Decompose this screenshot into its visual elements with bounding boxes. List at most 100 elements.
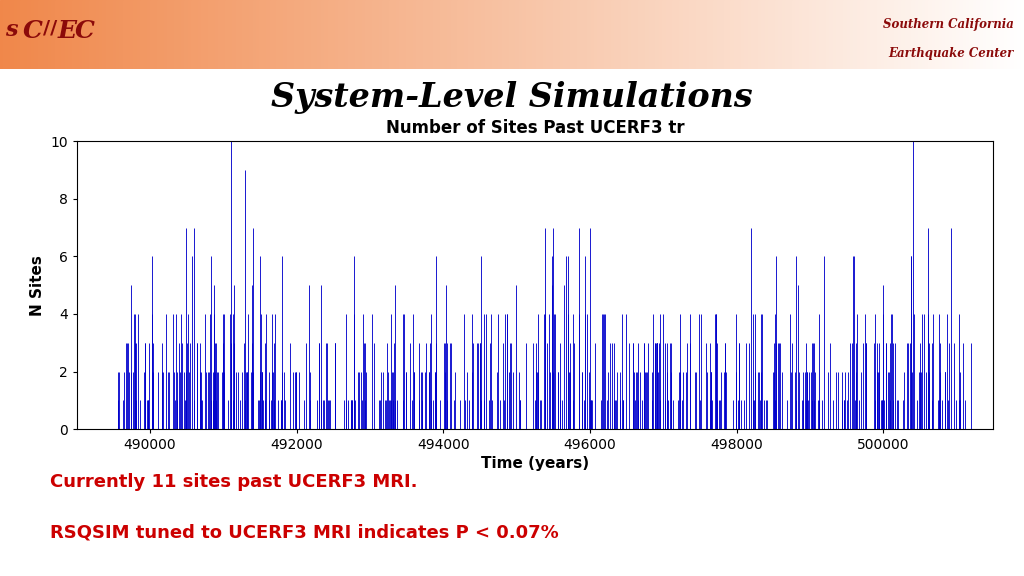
Bar	[335, 0, 339, 69]
Bar	[502, 0, 506, 69]
Bar	[1017, 0, 1022, 69]
Bar	[771, 0, 776, 69]
Title: Number of Sites Past UCERF3 tr: Number of Sites Past UCERF3 tr	[386, 119, 684, 137]
Bar	[751, 0, 756, 69]
Bar	[61, 0, 66, 69]
Bar	[908, 0, 912, 69]
Bar	[355, 0, 359, 69]
Bar	[328, 0, 332, 69]
Bar	[816, 0, 820, 69]
Bar	[410, 0, 414, 69]
Bar	[519, 0, 523, 69]
Bar	[307, 0, 311, 69]
X-axis label: Time (years): Time (years)	[481, 456, 589, 471]
Text: Southern California: Southern California	[883, 18, 1014, 31]
Bar	[878, 0, 882, 69]
Bar	[607, 0, 612, 69]
Bar	[952, 0, 956, 69]
Bar	[587, 0, 592, 69]
Bar	[768, 0, 772, 69]
Bar	[993, 0, 997, 69]
Bar	[372, 0, 377, 69]
Bar	[492, 0, 496, 69]
Bar	[361, 0, 367, 69]
Bar	[683, 0, 687, 69]
Bar	[904, 0, 909, 69]
Bar	[843, 0, 848, 69]
Bar	[935, 0, 940, 69]
Bar	[126, 0, 131, 69]
Bar	[474, 0, 479, 69]
Bar	[140, 0, 144, 69]
Bar	[550, 0, 554, 69]
Bar	[730, 0, 735, 69]
Bar	[669, 0, 674, 69]
Bar	[133, 0, 137, 69]
Bar	[164, 0, 168, 69]
Bar	[440, 0, 444, 69]
Bar	[635, 0, 639, 69]
Bar	[191, 0, 196, 69]
Bar	[625, 0, 629, 69]
Bar	[174, 0, 178, 69]
Bar	[136, 0, 141, 69]
Bar	[802, 0, 807, 69]
Bar	[604, 0, 608, 69]
Bar	[481, 0, 485, 69]
Bar	[658, 0, 664, 69]
Text: RSQSIM tuned to UCERF3 MRI indicates P < 0.07%: RSQSIM tuned to UCERF3 MRI indicates P <…	[50, 523, 559, 541]
Bar	[1011, 0, 1015, 69]
Y-axis label: N Sites: N Sites	[30, 255, 45, 316]
Bar	[325, 0, 329, 69]
Bar	[17, 0, 22, 69]
Bar	[734, 0, 738, 69]
Bar	[686, 0, 690, 69]
Bar	[341, 0, 346, 69]
Bar	[20, 0, 25, 69]
Bar	[310, 0, 315, 69]
Bar	[980, 0, 984, 69]
Bar	[399, 0, 403, 69]
Bar	[246, 0, 250, 69]
Bar	[942, 0, 946, 69]
Bar	[765, 0, 769, 69]
Bar	[443, 0, 449, 69]
Bar	[205, 0, 209, 69]
Bar	[990, 0, 994, 69]
Bar	[239, 0, 244, 69]
Bar	[727, 0, 731, 69]
Bar	[597, 0, 602, 69]
Bar	[949, 0, 953, 69]
Bar	[389, 0, 393, 69]
Bar	[645, 0, 649, 69]
Bar	[263, 0, 267, 69]
Bar	[914, 0, 920, 69]
Bar	[266, 0, 270, 69]
Bar	[297, 0, 301, 69]
Bar	[976, 0, 981, 69]
Text: System-Level Simulations: System-Level Simulations	[271, 81, 753, 115]
Bar	[919, 0, 923, 69]
Bar	[314, 0, 318, 69]
Bar	[249, 0, 254, 69]
Bar	[939, 0, 943, 69]
Bar	[822, 0, 827, 69]
Bar	[819, 0, 823, 69]
Bar	[812, 0, 817, 69]
Bar	[522, 0, 526, 69]
Bar	[755, 0, 759, 69]
Bar	[167, 0, 172, 69]
Bar	[505, 0, 510, 69]
Bar	[208, 0, 213, 69]
Bar	[151, 0, 155, 69]
Bar	[945, 0, 950, 69]
Bar	[451, 0, 455, 69]
Bar	[116, 0, 121, 69]
Bar	[710, 0, 715, 69]
Bar	[911, 0, 915, 69]
Bar	[198, 0, 203, 69]
Bar	[269, 0, 274, 69]
Bar	[495, 0, 500, 69]
Bar	[689, 0, 694, 69]
Bar	[652, 0, 656, 69]
